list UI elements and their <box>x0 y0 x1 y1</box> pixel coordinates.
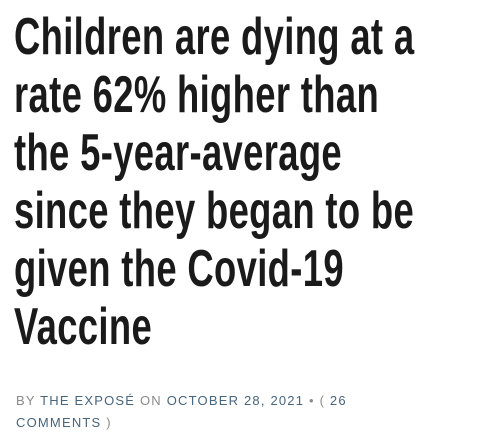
author-link[interactable]: THE EXPOSÉ <box>40 393 136 408</box>
headline-line: the 5-year-average <box>14 124 343 182</box>
headline-line: given the Covid-19 <box>14 240 344 298</box>
date-link[interactable]: OCTOBER 28, 2021 <box>166 393 305 408</box>
paren-close: ) <box>106 415 112 430</box>
comments-link[interactable]: 26 COMMENTS <box>16 393 347 430</box>
on-label: ON <box>139 393 162 408</box>
headline-line: rate 62% higher than <box>14 66 380 124</box>
headline-line: Children are dying at a <box>14 8 415 66</box>
headline-line: Vaccine <box>14 298 153 356</box>
headline: Children are dying at a rate 62% higher … <box>14 8 500 356</box>
byline: BY THE EXPOSÉ ON OCTOBER 28, 2021 • ( 26… <box>16 390 426 434</box>
paren-open: ( <box>319 393 326 408</box>
by-label: BY <box>16 393 36 408</box>
separator: • <box>308 393 315 408</box>
headline-line: since they began to be <box>14 182 415 240</box>
